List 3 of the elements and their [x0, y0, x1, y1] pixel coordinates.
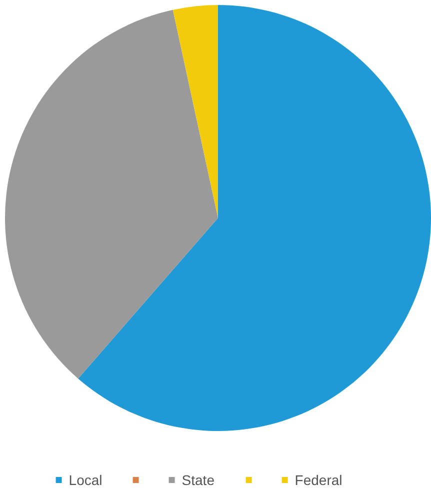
legend-label: State [182, 472, 215, 488]
legend-label: Local [68, 472, 102, 488]
legend-label: Federal [294, 472, 342, 488]
